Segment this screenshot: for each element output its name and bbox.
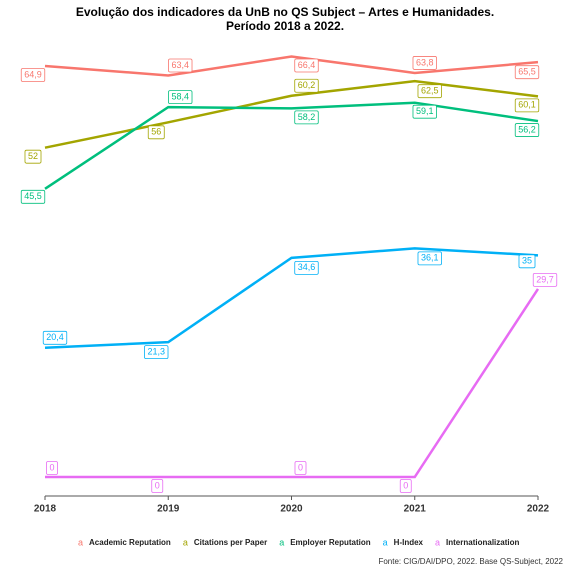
data-label-box [294,461,307,475]
data-label: 63,8 [412,56,437,70]
data-label-text: 62,5 [421,86,439,96]
data-label-box [144,345,169,360]
legend-label: Citations per Paper [194,538,267,547]
data-label: 63,4 [168,58,193,73]
data-label: 56,2 [514,123,540,137]
data-label-box [417,251,442,266]
data-label-box [151,479,164,493]
data-label-box [412,56,437,70]
data-label-text: 0 [298,462,303,472]
data-label-text: 0 [49,462,54,472]
data-label-text: 56,2 [518,124,536,134]
data-label: 45,5 [20,189,46,204]
data-label-box [20,68,46,82]
data-label-box [532,272,558,287]
data-label-box [147,125,165,140]
data-label-text: 63,4 [171,60,189,70]
data-label-box [294,260,319,275]
series-line [44,247,539,350]
legend-key: a [279,537,284,547]
data-label-box [294,58,319,73]
data-label-text: 29,7 [536,274,554,284]
series-line [44,55,539,77]
legend-label: Academic Reputation [89,538,171,547]
data-label-text: 65,5 [518,67,536,77]
data-label-box [294,110,319,125]
data-label-box [46,461,58,475]
data-label-text: 0 [403,480,408,490]
data-label: 29,7 [532,272,558,287]
series-line [44,79,539,149]
data-label-box [294,78,319,93]
data-label-text: 21,3 [147,346,165,356]
legend-key: a [78,537,83,547]
data-label-text: 64,9 [24,69,42,79]
data-label-text: 60,1 [518,100,536,110]
data-label-box [514,65,540,80]
data-label-text: 59,1 [416,106,434,116]
data-label: 21,3 [144,345,169,360]
data-label: 52 [24,149,42,164]
data-label: 66,4 [294,58,319,73]
data-label-box [412,104,437,119]
data-label-text: 34,6 [298,262,316,272]
legend-label: Internationalization [446,538,519,547]
data-label-box [518,254,536,269]
data-label-text: 0 [155,480,160,490]
data-label-text: 35 [522,256,532,266]
data-label: 58,4 [168,90,193,105]
data-label-text: 36,1 [421,253,439,263]
data-label: 0 [294,461,307,475]
data-label-box [514,98,540,113]
data-label: 58,2 [294,110,319,125]
data-label-box [514,123,540,137]
data-label-box [42,330,68,345]
x-tick-label: 2018 [34,504,57,515]
data-label-box [168,58,193,73]
chart-subtitle: Período 2018 a 2022. [226,19,344,33]
x-tick-label: 2021 [404,504,427,515]
data-label: 65,5 [514,65,540,80]
legend-label: H-Index [394,538,424,547]
x-tick-label: 2020 [280,504,303,515]
data-label-text: 58,2 [298,112,316,122]
data-label-text: 63,8 [416,57,434,67]
legend-key: a [435,537,440,547]
data-label: 36,1 [417,251,442,266]
data-label-text: 52 [28,151,38,161]
data-label-box [20,189,46,204]
data-label: 35 [518,254,536,269]
data-label: 56 [147,125,165,140]
chart-title: Evolução dos indicadores da UnB no QS Su… [76,5,494,19]
data-label: 59,1 [412,104,437,119]
legend-key: a [183,537,188,547]
data-label: 0 [46,461,58,475]
data-label-box [24,149,42,164]
data-label-text: 45,5 [24,191,42,201]
data-label-text: 58,4 [171,92,189,102]
data-label: 0 [151,479,164,493]
x-tick-label: 2019 [157,504,180,515]
caption: Fonte: CIG/DAI/DPO, 2022. Base QS-Subjec… [378,557,563,566]
data-label-box [399,479,412,493]
series-line [44,101,539,190]
data-label-box [168,90,193,105]
legend-key: a [383,537,388,547]
data-label: 60,2 [294,78,319,93]
data-label: 0 [399,479,412,493]
data-label-text: 66,4 [298,60,316,70]
x-tick-label: 2022 [527,504,550,515]
data-label-box [417,84,442,99]
legend-label: Employer Reputation [290,538,371,547]
data-label: 60,1 [514,98,540,113]
series-line [45,288,540,479]
data-label-text: 60,2 [298,80,316,90]
data-label: 34,6 [294,260,319,275]
data-label-text: 56 [151,127,161,137]
data-label-text: 20,4 [46,332,64,342]
data-label: 20,4 [42,330,68,345]
data-label: 62,5 [417,84,442,99]
data-label: 64,9 [20,68,46,82]
